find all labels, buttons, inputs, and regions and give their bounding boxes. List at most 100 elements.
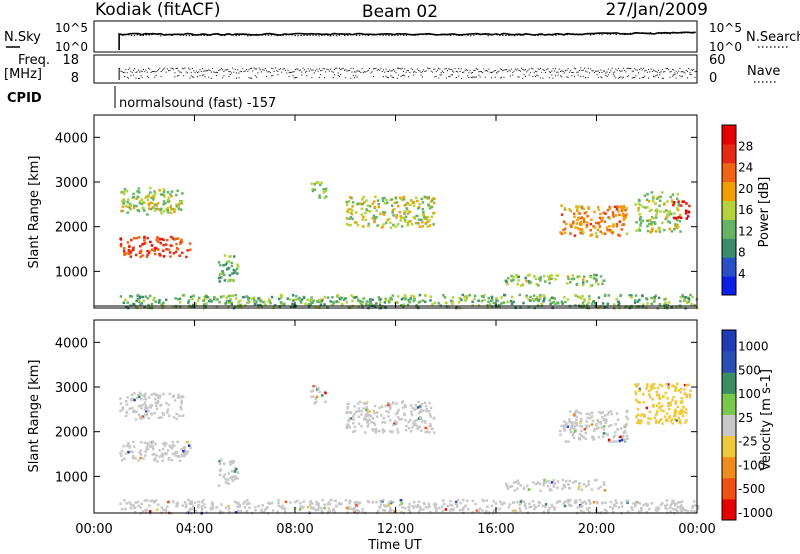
velocity-cell — [372, 409, 376, 413]
power-cell — [612, 215, 615, 218]
nave-dot — [339, 76, 340, 78]
velocity-cell — [407, 506, 410, 509]
nave-dot — [557, 74, 559, 76]
power-cell — [214, 298, 218, 301]
velocity-cell — [671, 398, 674, 402]
power-cell — [638, 213, 641, 216]
nave-dot — [155, 74, 157, 76]
power-cell — [332, 300, 335, 304]
velocity-cell — [383, 504, 386, 507]
velocity-cell — [430, 427, 434, 431]
velocity-cell — [171, 395, 175, 398]
freq-dot — [475, 68, 477, 70]
power-cell — [298, 296, 301, 300]
nave-dot — [690, 74, 692, 76]
velocity-cell — [552, 484, 555, 487]
freq-dot — [656, 71, 658, 73]
velocity-cell — [352, 430, 355, 434]
velocity-cell — [141, 415, 144, 418]
velocity-cell — [352, 509, 355, 512]
power-cell — [124, 298, 127, 302]
velocity-cell — [570, 423, 574, 427]
power-cell — [152, 298, 155, 302]
freq-dot — [457, 71, 459, 73]
nave-dot — [132, 74, 134, 76]
power-cell — [489, 303, 492, 306]
velocity-cell — [683, 388, 686, 391]
power-cell — [576, 207, 579, 210]
nave-dot — [318, 76, 320, 78]
freq-dot — [380, 67, 382, 69]
power-cell — [175, 205, 178, 208]
velocity-cell — [181, 395, 184, 398]
velocity-cell — [679, 387, 683, 390]
velocity-cell — [120, 458, 124, 462]
power-cell — [151, 206, 155, 209]
nave-dot — [566, 76, 568, 78]
velocity-cell — [421, 420, 424, 423]
power-cell — [447, 305, 450, 308]
velocity-cell — [635, 416, 638, 419]
power-cell — [141, 254, 144, 257]
velocity-cell — [647, 417, 650, 420]
freq-dot — [430, 70, 432, 72]
velocity-cell — [155, 508, 159, 511]
velocity-cell — [655, 390, 658, 394]
power-cell — [639, 221, 643, 225]
freq-dot — [507, 71, 509, 73]
velocity-cell — [170, 447, 174, 450]
power-cell — [506, 300, 509, 304]
power-cell — [590, 302, 594, 305]
velocity-cell — [667, 401, 670, 405]
power-cell — [464, 299, 467, 302]
power-cell — [138, 250, 142, 254]
colorbar-tick-label: 16 — [738, 203, 753, 217]
power-cell — [675, 223, 679, 227]
velocity-cell — [420, 429, 423, 432]
power-cell — [289, 305, 293, 309]
nave-dot — [350, 77, 352, 79]
velocity-cell — [224, 506, 228, 509]
nave-dot — [388, 77, 389, 79]
velocity-cell — [144, 511, 148, 514]
nave-dot — [435, 75, 437, 77]
velocity-cell — [347, 419, 350, 423]
nave-dot — [658, 76, 660, 78]
velocity-cell — [646, 504, 649, 507]
power-cell — [178, 254, 181, 257]
power-cell — [548, 275, 552, 278]
velocity-cell — [165, 452, 168, 456]
velocity-cell — [327, 501, 331, 504]
power-cell — [346, 222, 349, 226]
power-cell — [202, 299, 205, 303]
power-cell — [230, 302, 234, 306]
velocity-cell — [257, 504, 260, 508]
power-cell — [127, 252, 130, 255]
velocity-cell — [164, 508, 168, 511]
velocity-cell — [194, 509, 197, 513]
freq-dot — [241, 71, 242, 73]
freq-dot — [621, 70, 623, 72]
power-cell — [560, 204, 563, 207]
power-cell — [413, 298, 416, 301]
power-cell — [553, 297, 556, 300]
velocity-cell — [604, 421, 607, 425]
velocity-cell — [396, 416, 400, 419]
velocity-cell — [572, 427, 576, 430]
velocity-cell — [242, 502, 245, 505]
nave-dot — [675, 77, 677, 79]
velocity-cell — [609, 440, 613, 443]
power-cell — [178, 301, 182, 304]
velocity-cell — [171, 445, 175, 448]
velocity-cell — [148, 504, 151, 507]
velocity-cell — [178, 459, 182, 462]
power-cell — [597, 222, 601, 225]
y-tick-label: 3000 — [55, 176, 88, 191]
power-cell — [404, 220, 407, 223]
velocity-cell — [577, 411, 580, 414]
power-cell — [646, 229, 650, 233]
freq-dot — [439, 68, 441, 70]
velocity-cell — [121, 406, 124, 409]
velocity-cell — [134, 501, 137, 504]
velocity-cell — [516, 500, 519, 504]
